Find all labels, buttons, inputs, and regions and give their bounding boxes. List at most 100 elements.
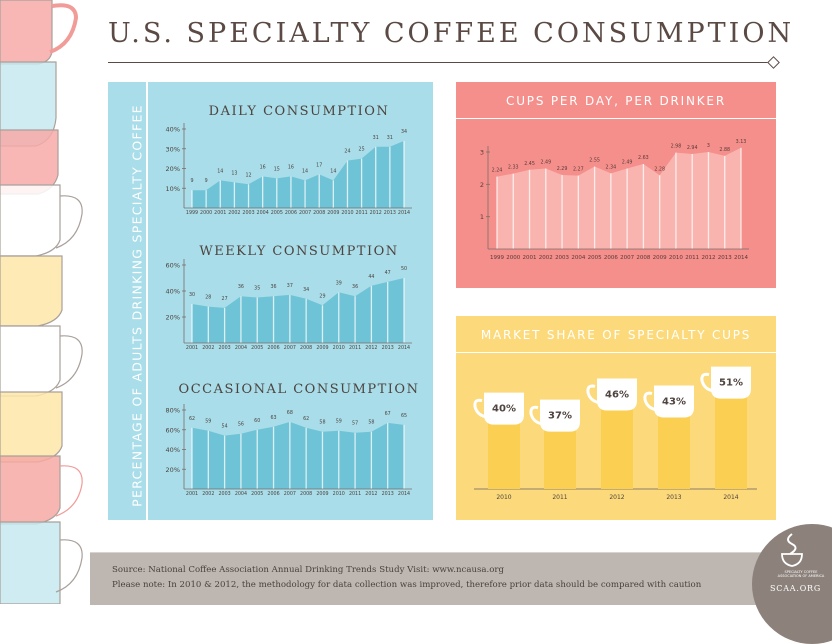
charts-layer: 9199992000142001132002122003162004152005… (166, 123, 757, 501)
weekly-data-label: 27 (222, 296, 228, 302)
daily-x-tick-label: 2000 (200, 210, 212, 216)
daily-x-tick-label: 2004 (257, 210, 269, 216)
cups-data-label: 2.29 (557, 166, 568, 172)
occasional-data-label: 57 (352, 421, 358, 427)
cups-data-label: 3.13 (736, 139, 747, 145)
occasional-data-label: 58 (368, 420, 374, 426)
logo-url: SCAA.ORG (770, 584, 822, 593)
share-x-tick-label: 2014 (723, 494, 738, 501)
weekly-x-tick-label: 2010 (333, 345, 345, 351)
weekly-x-tick-label: 2008 (300, 345, 312, 351)
occasional-data-label: 65 (401, 413, 407, 419)
share-x-tick-label: 2011 (552, 494, 567, 501)
occasional-data-label: 68 (287, 410, 293, 416)
share-data-label: 43% (662, 397, 686, 408)
cups-x-tick-label: 2003 (555, 255, 569, 261)
daily-data-label: 24 (344, 149, 350, 155)
daily-x-tick-label: 2008 (313, 210, 325, 216)
occasional-area (192, 421, 404, 489)
daily-area (192, 140, 404, 208)
title-divider (108, 62, 770, 63)
cup-handle-icon (700, 372, 713, 393)
cups-data-label: 2.28 (654, 166, 665, 172)
logo-name: SPECIALTY COFFEE ASSOCIATION OF AMERICA (777, 570, 825, 578)
daily-x-tick-label: 2001 (214, 210, 226, 216)
cup-handle-icon (473, 398, 486, 419)
daily-data-label: 31 (373, 135, 379, 141)
weekly-data-label: 47 (385, 270, 391, 276)
market-share-title: MARKET SHARE OF SPECIALTY CUPS (456, 316, 776, 353)
occasional-x-tick-label: 2004 (235, 491, 247, 497)
weekly-x-tick-label: 2002 (202, 345, 214, 351)
cups-data-label: 2.88 (719, 147, 730, 153)
daily-data-label: 14 (217, 168, 223, 174)
occasional-y-tick-label: 40% (166, 446, 180, 454)
panel-divider (146, 82, 148, 520)
daily-x-tick-label: 2012 (370, 210, 382, 216)
cups-data-label: 2.55 (589, 158, 600, 164)
daily-data-label: 34 (401, 129, 407, 135)
daily-data-label: 25 (359, 147, 365, 153)
occasional-y-tick-label: 80% (166, 407, 180, 415)
occasional-x-tick-label: 2014 (398, 491, 410, 497)
weekly-x-tick-label: 2001 (186, 345, 198, 351)
cups-data-label: 3 (707, 143, 710, 149)
coffee-cup-icon (597, 378, 637, 411)
daily-data-label: 15 (274, 166, 280, 172)
cups-data-label: 2.49 (540, 159, 551, 165)
daily-x-tick-label: 2014 (398, 210, 410, 216)
cups-y-tick-label: 2 (480, 181, 484, 189)
cups-area (497, 147, 741, 249)
daily-x-tick-label: 2009 (327, 210, 339, 216)
daily-data-label: 14 (330, 168, 336, 174)
occasional-x-tick-label: 2012 (365, 491, 377, 497)
weekly-y-tick-label: 60% (166, 262, 180, 270)
weekly-data-label: 37 (287, 283, 293, 289)
occasional-data-label: 63 (270, 415, 276, 421)
cup-stack-decoration (0, 0, 83, 604)
weekly-x-tick-label: 2014 (398, 345, 410, 351)
cup-handle-icon (643, 391, 656, 411)
cups-data-label: 2.27 (573, 167, 584, 173)
weekly-x-tick-label: 2005 (251, 345, 263, 351)
weekly-data-label: 30 (189, 292, 195, 298)
cup-handle-icon (529, 405, 542, 426)
weekly-data-label: 44 (368, 274, 374, 280)
occasional-x-tick-label: 2003 (219, 491, 231, 497)
cups-x-tick-label: 2005 (588, 255, 602, 261)
occasional-data-label: 59 (336, 419, 342, 425)
cups-x-tick-label: 2007 (620, 255, 634, 261)
daily-data-label: 9 (205, 178, 208, 184)
daily-chart-title: DAILY CONSUMPTION (208, 104, 390, 119)
cups-data-label: 2.98 (671, 144, 682, 150)
occasional-data-label: 67 (385, 411, 391, 417)
daily-x-tick-label: 1999 (186, 210, 198, 216)
occasional-data-label: 59 (205, 419, 211, 425)
cups-x-tick-label: 2009 (653, 255, 667, 261)
occasional-x-tick-label: 2010 (333, 491, 345, 497)
occasional-data-label: 58 (319, 420, 325, 426)
source-text: Source: National Coffee Association Annu… (112, 565, 505, 575)
daily-data-label: 9 (190, 178, 193, 184)
weekly-x-tick-label: 2012 (365, 345, 377, 351)
occasional-x-tick-label: 2002 (202, 491, 214, 497)
occasional-x-tick-label: 2013 (382, 491, 394, 497)
occasional-data-label: 54 (222, 424, 228, 430)
cups-y-tick-label: 1 (480, 213, 484, 221)
cups-data-label: 2.34 (606, 164, 617, 170)
cups-x-tick-label: 2011 (685, 255, 699, 261)
weekly-data-label: 34 (303, 287, 309, 293)
cups-x-tick-label: 2006 (604, 255, 618, 261)
cups-x-tick-label: 2012 (701, 255, 715, 261)
daily-data-label: 31 (387, 135, 393, 141)
cups-y-tick-label: 3 (480, 149, 484, 157)
cups-x-tick-label: 2004 (571, 255, 585, 261)
daily-x-tick-label: 2007 (299, 210, 311, 216)
occasional-y-tick-label: 60% (166, 426, 180, 434)
cups-data-label: 2.45 (524, 161, 535, 167)
coffee-cup-logo-icon (781, 533, 803, 567)
daily-y-tick-label: 20% (166, 165, 180, 173)
cup-handle-icon (586, 384, 599, 404)
weekly-data-label: 36 (270, 284, 276, 290)
weekly-x-tick-label: 2007 (284, 345, 296, 351)
